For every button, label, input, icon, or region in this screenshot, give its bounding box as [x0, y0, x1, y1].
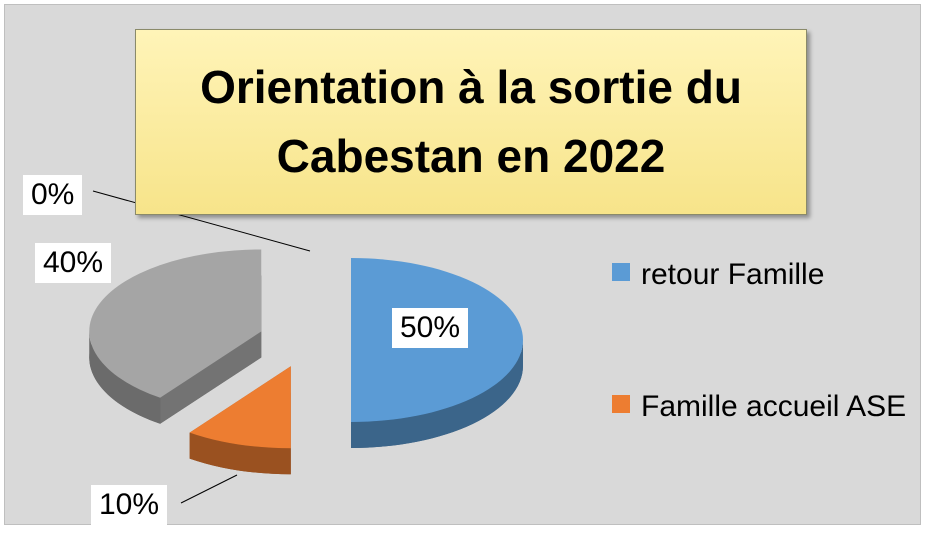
- chart: Orientation à la sortie du Cabestan en 2…: [4, 4, 921, 525]
- slice-side: [189, 432, 291, 475]
- slice: [189, 366, 291, 475]
- slice: [351, 258, 523, 448]
- slice-side: [351, 340, 523, 448]
- slice: [89, 249, 262, 424]
- slice-top: [189, 366, 291, 449]
- leader-line: [92, 190, 311, 252]
- slice-top: [89, 249, 262, 398]
- slice-wall: [160, 331, 262, 424]
- legend-swatch: [612, 395, 630, 413]
- legend-label: Famille accueil ASE: [641, 390, 907, 423]
- data-label: 10%: [91, 485, 168, 525]
- leader-line: [180, 474, 238, 504]
- legend-swatch: [612, 263, 630, 281]
- slice-side: [89, 331, 161, 424]
- data-label: 0%: [23, 175, 83, 215]
- data-label: 50%: [392, 308, 469, 348]
- chart-title: Orientation à la sortie du Cabestan en 2…: [135, 29, 807, 215]
- data-label: 40%: [35, 243, 112, 283]
- legend-label: retour Famille: [641, 258, 825, 291]
